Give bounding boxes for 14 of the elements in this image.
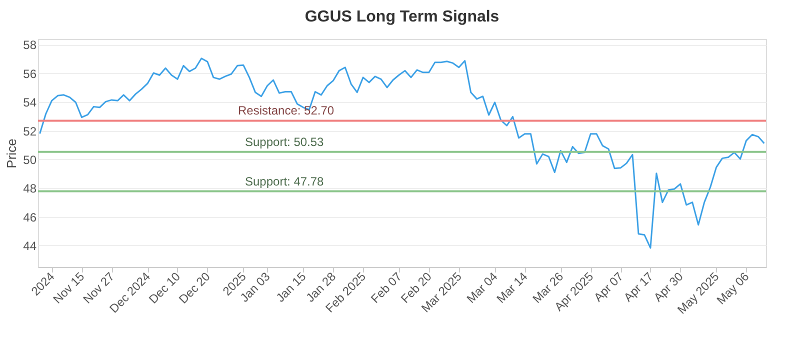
y-tick-label: 58 bbox=[23, 38, 37, 52]
y-tick-label: 44 bbox=[23, 238, 37, 253]
y-axis-title: Price bbox=[4, 138, 20, 168]
ref-line-label: Support: 50.53 bbox=[245, 134, 324, 149]
ref-line-label: Resistance: 52.70 bbox=[238, 104, 334, 118]
line-series bbox=[39, 58, 765, 249]
y-tick-label: 54 bbox=[23, 96, 37, 110]
y-tick-label: 56 bbox=[23, 66, 37, 81]
chart-title: GGUS Long Term Signals bbox=[304, 8, 500, 26]
y-tick-label: 48 bbox=[23, 182, 37, 196]
ref-line-label: Support: 47.78 bbox=[245, 174, 324, 188]
y-tick-label: 52 bbox=[23, 124, 37, 138]
y-tick-label: 50 bbox=[23, 152, 37, 167]
y-tick-label: 46 bbox=[23, 210, 37, 224]
